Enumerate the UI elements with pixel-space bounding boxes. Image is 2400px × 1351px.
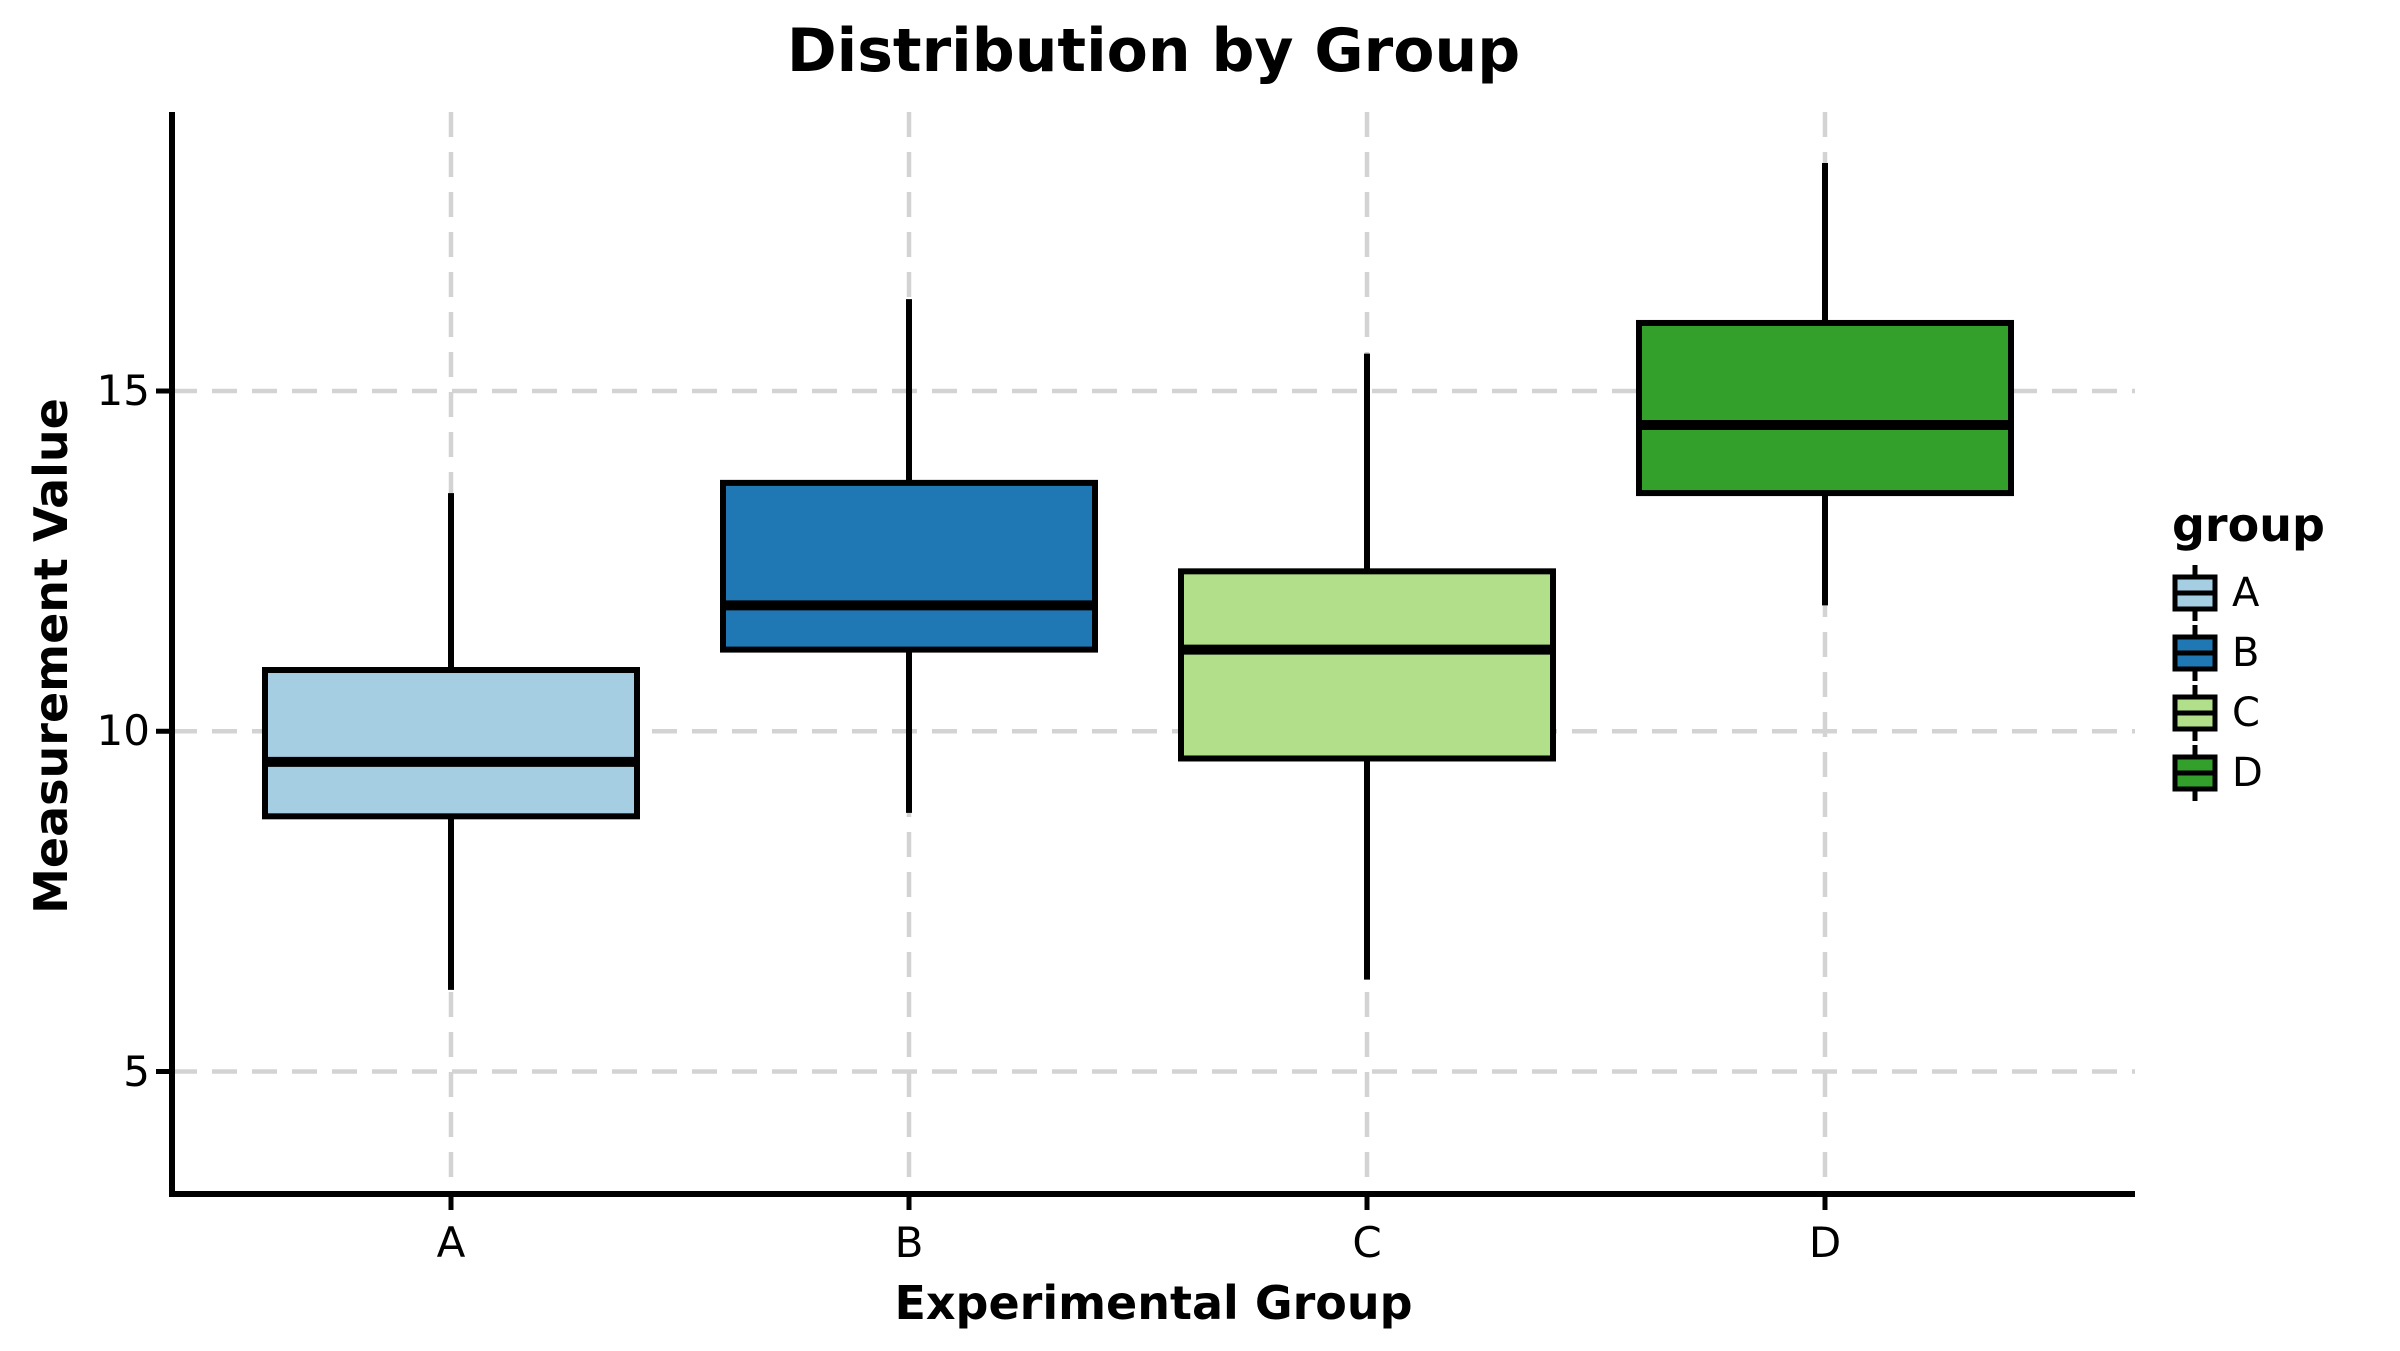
- y-tick-label-10: 10: [96, 706, 150, 756]
- x-tick-label-C: C: [1352, 1218, 1382, 1267]
- legend-entry-A: A: [2172, 563, 2325, 623]
- y-tick-label-5: 5: [123, 1046, 150, 1096]
- box-C: [1178, 568, 1556, 762]
- legend-key-boxplot-icon-C: [2172, 685, 2218, 742]
- legend-title: group: [2172, 498, 2325, 552]
- y-tick-label-15: 15: [96, 366, 150, 415]
- x-tick-label-A: A: [436, 1218, 466, 1267]
- box-A: [262, 667, 640, 820]
- legend-key-boxplot-icon-D: [2172, 745, 2218, 802]
- x-tick-label-B: B: [894, 1218, 924, 1267]
- box-B: [720, 479, 1098, 653]
- legend-label-A: A: [2232, 570, 2260, 617]
- legend-entry-B: B: [2172, 623, 2325, 683]
- legend-label-D: D: [2232, 750, 2263, 797]
- chart-title: Distribution by Group: [786, 16, 1521, 86]
- x-axis-title: Experimental Group: [894, 1276, 1413, 1330]
- box-D: [1636, 319, 2014, 497]
- legend-entry-D: D: [2172, 743, 2325, 803]
- legend-label-B: B: [2232, 630, 2260, 677]
- legend-entry-C: C: [2172, 683, 2325, 743]
- x-tick-label-D: D: [1808, 1218, 1842, 1267]
- legend-label-C: C: [2232, 690, 2260, 737]
- legend-key-boxplot-icon-A: [2172, 565, 2218, 622]
- legend-key-boxplot-icon-B: [2172, 625, 2218, 682]
